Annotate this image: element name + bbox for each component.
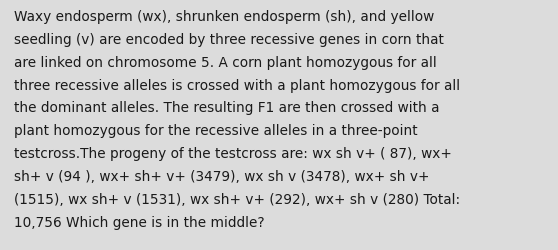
Text: plant homozygous for the recessive alleles in a three-point: plant homozygous for the recessive allel… [14,124,417,138]
Text: three recessive alleles is crossed with a plant homozygous for all: three recessive alleles is crossed with … [14,78,460,92]
Text: testcross.The progeny of the testcross are: wx sh v+ ( 87), wx+: testcross.The progeny of the testcross a… [14,146,452,160]
Text: 10,756 Which gene is in the middle?: 10,756 Which gene is in the middle? [14,215,264,229]
Text: Waxy endosperm (wx), shrunken endosperm (sh), and yellow: Waxy endosperm (wx), shrunken endosperm … [14,10,434,24]
Text: seedling (v) are encoded by three recessive genes in corn that: seedling (v) are encoded by three recess… [14,33,444,47]
Text: are linked on chromosome 5. A corn plant homozygous for all: are linked on chromosome 5. A corn plant… [14,56,437,70]
Text: sh+ v (94 ), wx+ sh+ v+ (3479), wx sh v (3478), wx+ sh v+: sh+ v (94 ), wx+ sh+ v+ (3479), wx sh v … [14,169,430,183]
Text: the dominant alleles. The resulting F1 are then crossed with a: the dominant alleles. The resulting F1 a… [14,101,440,115]
Text: (1515), wx sh+ v (1531), wx sh+ v+ (292), wx+ sh v (280) Total:: (1515), wx sh+ v (1531), wx sh+ v+ (292)… [14,192,460,206]
